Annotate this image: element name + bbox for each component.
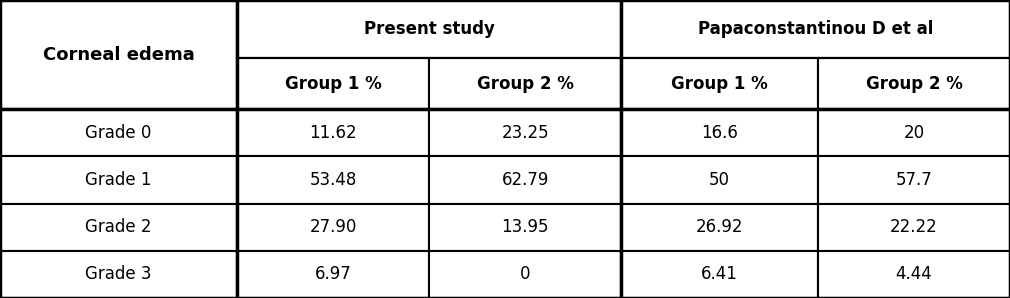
Bar bbox=[0, 204, 237, 251]
Text: 23.25: 23.25 bbox=[501, 124, 549, 142]
Text: Papaconstantinou D et al: Papaconstantinou D et al bbox=[698, 20, 933, 38]
Bar bbox=[0, 109, 237, 156]
Text: 0: 0 bbox=[520, 266, 530, 283]
Bar bbox=[621, 109, 818, 156]
Text: Group 2 %: Group 2 % bbox=[866, 74, 963, 93]
Bar bbox=[818, 204, 1010, 251]
Bar bbox=[429, 156, 621, 204]
Text: Group 2 %: Group 2 % bbox=[477, 74, 574, 93]
Text: 6.97: 6.97 bbox=[315, 266, 351, 283]
Text: 6.41: 6.41 bbox=[701, 266, 738, 283]
Text: Grade 3: Grade 3 bbox=[86, 266, 152, 283]
Bar bbox=[621, 204, 818, 251]
Bar bbox=[237, 251, 429, 298]
Bar bbox=[621, 251, 818, 298]
Text: 11.62: 11.62 bbox=[309, 124, 358, 142]
Bar bbox=[0, 0, 237, 109]
Bar bbox=[818, 58, 1010, 109]
Text: Corneal edema: Corneal edema bbox=[42, 46, 195, 64]
Text: 53.48: 53.48 bbox=[310, 171, 357, 189]
Bar bbox=[237, 156, 429, 204]
Text: 20: 20 bbox=[904, 124, 924, 142]
Text: 26.92: 26.92 bbox=[696, 218, 743, 236]
Bar bbox=[237, 109, 429, 156]
Text: 62.79: 62.79 bbox=[502, 171, 548, 189]
Bar bbox=[0, 156, 237, 204]
Bar bbox=[237, 204, 429, 251]
Bar bbox=[429, 204, 621, 251]
Text: 4.44: 4.44 bbox=[896, 266, 932, 283]
Bar bbox=[621, 156, 818, 204]
Text: Group 1 %: Group 1 % bbox=[285, 74, 382, 93]
Text: 13.95: 13.95 bbox=[501, 218, 549, 236]
Bar bbox=[429, 109, 621, 156]
Bar bbox=[818, 251, 1010, 298]
Bar bbox=[237, 0, 621, 58]
Text: 50: 50 bbox=[709, 171, 730, 189]
Bar bbox=[429, 58, 621, 109]
Bar bbox=[818, 156, 1010, 204]
Text: 27.90: 27.90 bbox=[310, 218, 357, 236]
Text: Grade 2: Grade 2 bbox=[86, 218, 152, 236]
Bar bbox=[621, 58, 818, 109]
Text: 57.7: 57.7 bbox=[896, 171, 932, 189]
Text: Grade 1: Grade 1 bbox=[86, 171, 152, 189]
Bar bbox=[429, 251, 621, 298]
Text: Present study: Present study bbox=[364, 20, 495, 38]
Text: 16.6: 16.6 bbox=[701, 124, 738, 142]
Text: Group 1 %: Group 1 % bbox=[672, 74, 768, 93]
Bar bbox=[621, 0, 1010, 58]
Bar bbox=[237, 58, 429, 109]
Text: 22.22: 22.22 bbox=[890, 218, 938, 236]
Bar bbox=[0, 251, 237, 298]
Text: Grade 0: Grade 0 bbox=[86, 124, 152, 142]
Bar bbox=[818, 109, 1010, 156]
